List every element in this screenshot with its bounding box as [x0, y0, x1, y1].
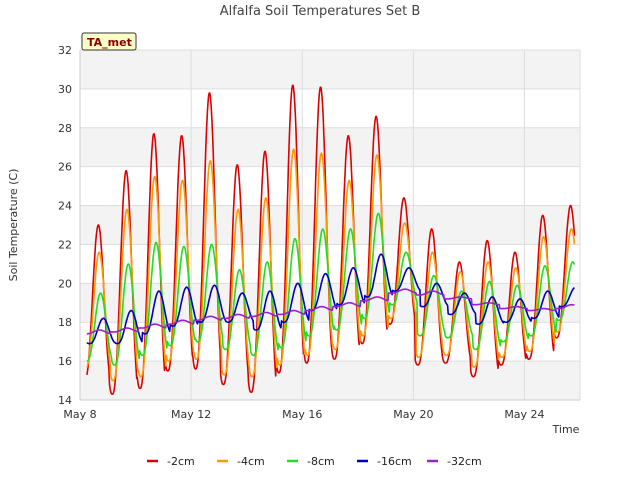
x-axis-label: Time: [552, 423, 580, 436]
station-badge-box: [81, 32, 137, 51]
x-tick-label: May 12: [171, 408, 211, 421]
y-tick-label: 14: [58, 394, 72, 407]
x-tick-label: May 24: [504, 408, 544, 421]
x-ticks: May 8 May 12 May 16 May 20 May 24: [63, 408, 544, 421]
y-tick-label: 22: [58, 238, 72, 251]
series-line-minus32cm: [86, 288, 575, 335]
axes: [79, 49, 581, 401]
y-tick-label: 32: [58, 44, 72, 57]
station-badge-text: TA_met: [87, 36, 132, 49]
legend-label: -8cm: [307, 455, 335, 468]
y-tick-label: 28: [58, 122, 72, 135]
x-tick-label: May 16: [282, 408, 322, 421]
legend-label: -32cm: [447, 455, 482, 468]
y-tick-label: 20: [58, 277, 72, 290]
band: [80, 205, 580, 245]
band: [80, 50, 580, 89]
y-axis-label: Soil Temperature (C): [7, 169, 20, 282]
y-tick-label: 24: [58, 200, 72, 213]
chart-title: Alfalfa Soil Temperatures Set B: [220, 4, 421, 19]
y-ticks: 14 16 18 20 22 24 26 28 30 32: [58, 44, 72, 407]
legend: -2cm -4cm -8cm -16cm -32cm: [147, 455, 482, 468]
series-line-minus8cm: [86, 212, 576, 366]
series-layer: [86, 84, 576, 396]
legend-label: -16cm: [377, 455, 412, 468]
y-tick-label: 16: [58, 355, 72, 368]
series-line-minus16cm: [86, 253, 575, 345]
y-tick-label: 18: [58, 316, 72, 329]
band: [80, 361, 580, 400]
x-tick-label: May 8: [63, 408, 96, 421]
y-tick-label: 30: [58, 83, 72, 96]
legend-label: -4cm: [237, 455, 265, 468]
band: [80, 127, 580, 167]
station-badge: TA_met: [81, 32, 137, 51]
plot-background: [80, 50, 580, 400]
y-tick-label: 26: [58, 161, 72, 174]
legend-label: -2cm: [167, 455, 195, 468]
x-tick-label: May 20: [393, 408, 433, 421]
